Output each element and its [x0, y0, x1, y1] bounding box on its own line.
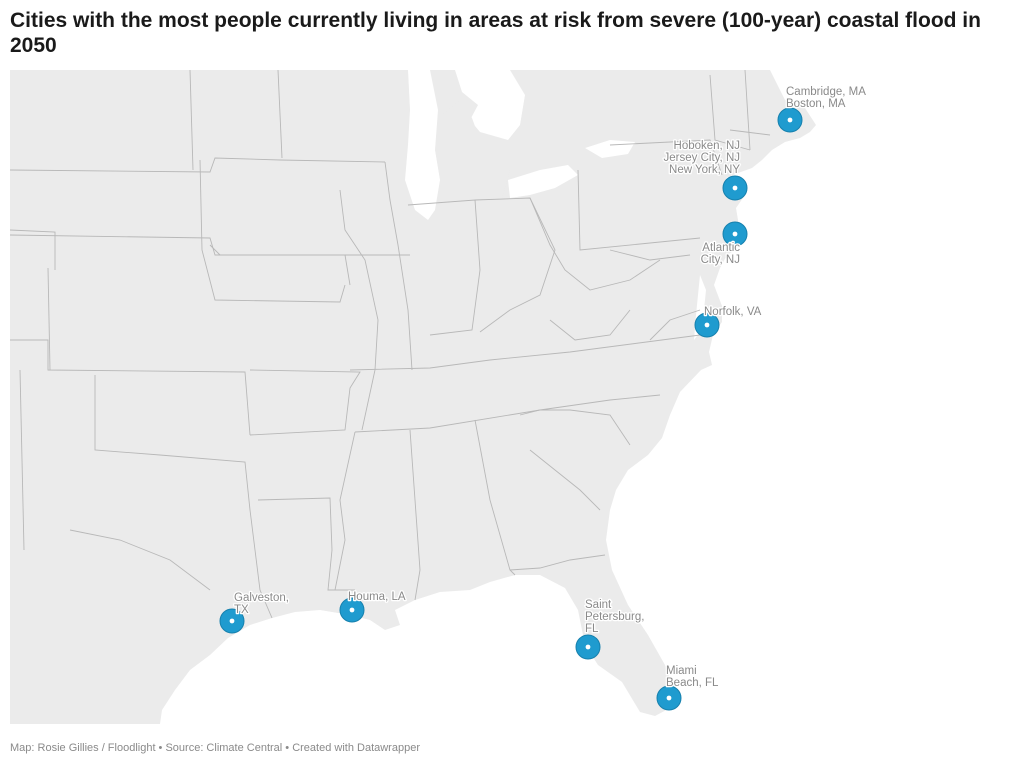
city-label-line: Atlantic	[702, 242, 740, 254]
city-label-line: Jersey City, NJ	[664, 152, 740, 164]
city-label-line: New York, NY	[669, 164, 740, 176]
city-label: Atlantic City, NJ	[701, 242, 741, 266]
marker-center-dot	[732, 185, 738, 191]
city-label: Houma, LA	[348, 591, 406, 603]
lake-erie	[508, 165, 578, 198]
city-marker-miami-beach[interactable]: Miami Beach, FL	[656, 664, 720, 711]
city-label: Saint Petersburg, FL	[585, 599, 644, 635]
marker-center-dot	[229, 618, 235, 624]
city-label: Cambridge, MA Boston, MA	[786, 86, 866, 110]
city-label-line: Saint	[585, 599, 612, 611]
city-label-line: FL	[585, 623, 599, 635]
city-label-line: Houma, LA	[348, 591, 406, 603]
map-container: Cambridge, MA Boston, MA Hoboken, NJ Jersey…	[10, 70, 1010, 724]
marker-center-dot	[349, 607, 355, 613]
city-label-line: Beach, FL	[666, 677, 719, 689]
city-label-line: Miami	[666, 665, 697, 677]
city-label-line: Norfolk, VA	[704, 306, 762, 318]
lake-michigan	[405, 70, 440, 220]
city-marker-hoboken-jersey-newyork[interactable]: Hoboken, NJ Jersey City, NJ New York, NY	[662, 139, 748, 201]
city-markers[interactable]: Cambridge, MA Boston, MA Hoboken, NJ Jersey…	[219, 85, 868, 711]
map-title: Cities with the most people currently li…	[10, 9, 981, 57]
city-label-line: Galveston,	[234, 592, 289, 604]
city-label-line: Cambridge, MA	[786, 86, 866, 98]
marker-center-dot	[787, 117, 793, 123]
us-landmass	[10, 70, 816, 724]
marker-center-dot	[704, 322, 710, 328]
marker-center-dot	[585, 644, 591, 650]
city-label: Norfolk, VA	[704, 306, 762, 318]
city-marker-atlantic-city[interactable]: Atlantic City, NJ	[699, 221, 748, 267]
city-label: Miami Beach, FL	[666, 665, 719, 689]
city-label: Galveston, TX	[234, 592, 289, 616]
city-label-line: TX	[234, 604, 249, 616]
state-borders	[10, 70, 771, 619]
city-marker-houma[interactable]: Houma, LA	[339, 590, 407, 623]
city-label-line: Boston, MA	[786, 98, 846, 110]
marker-center-dot	[732, 231, 738, 237]
city-marker-cambridge-boston[interactable]: Cambridge, MA Boston, MA	[777, 85, 868, 133]
city-marker-saint-petersburg[interactable]: Saint Petersburg, FL	[575, 598, 646, 660]
footer-credit: Map: Rosie Gillies / Floodlight • Source…	[10, 742, 420, 754]
coastal-flood-map[interactable]: Cambridge, MA Boston, MA Hoboken, NJ Jersey…	[10, 70, 1010, 724]
city-label-line: Hoboken, NJ	[674, 140, 740, 152]
city-marker-norfolk[interactable]: Norfolk, VA	[694, 305, 763, 338]
michigan-peninsula	[442, 100, 510, 202]
city-marker-galveston[interactable]: Galveston, TX	[219, 591, 290, 634]
city-label: Hoboken, NJ Jersey City, NJ New York, NY	[664, 140, 741, 176]
city-label-line: City, NJ	[701, 254, 740, 266]
city-label-line: Petersburg,	[585, 611, 644, 623]
marker-center-dot	[666, 695, 672, 701]
